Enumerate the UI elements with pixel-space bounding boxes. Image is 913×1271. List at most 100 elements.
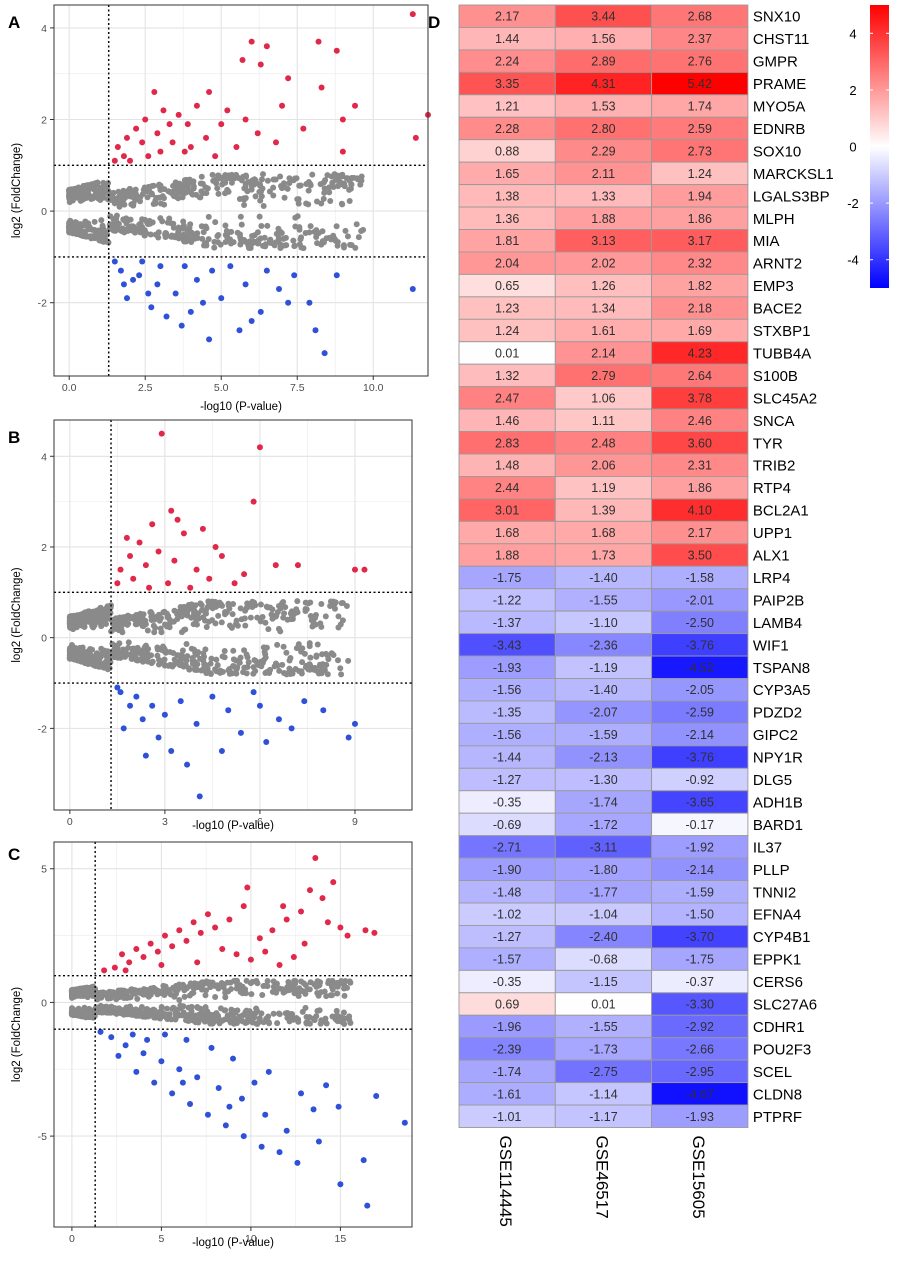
- heatmap-cell-label: 2.48: [591, 436, 615, 450]
- non-significant-point: [197, 180, 204, 187]
- downregulated-point: [215, 1084, 222, 1091]
- downregulated-point: [129, 1031, 136, 1038]
- heatmap-cell-label: -0.17: [686, 818, 715, 832]
- heatmap-cell-label: 1.23: [495, 302, 519, 316]
- upregulated-point: [262, 948, 269, 955]
- non-significant-point: [265, 1013, 272, 1020]
- non-significant-point: [200, 229, 207, 236]
- gene-label: NPY1R: [753, 750, 803, 767]
- downregulated-point: [144, 1036, 151, 1043]
- non-significant-point: [119, 629, 126, 636]
- x-tick-label: 5: [158, 1233, 164, 1245]
- y-tick-label: 2: [41, 115, 47, 127]
- downregulated-point: [194, 1074, 201, 1081]
- heatmap-cell-label: -0.37: [686, 975, 715, 989]
- non-significant-point: [334, 657, 341, 664]
- non-significant-point: [345, 657, 352, 664]
- non-significant-point: [114, 648, 121, 655]
- heatmap-cell-label: -2.05: [686, 683, 715, 697]
- gene-label: SNX10: [753, 9, 801, 26]
- heatmap-cell-label: -1.50: [686, 908, 715, 922]
- upregulated-point: [412, 134, 419, 141]
- non-significant-point: [332, 237, 339, 244]
- non-significant-point: [241, 201, 248, 208]
- non-significant-point: [257, 182, 264, 189]
- x-tick-label: 0.0: [62, 382, 77, 394]
- non-significant-point: [307, 654, 314, 661]
- heatmap-cell-label: 1.94: [688, 189, 712, 203]
- non-significant-point: [130, 200, 137, 207]
- heatmap-cell-label: 1.24: [495, 324, 519, 338]
- non-significant-point: [294, 598, 301, 605]
- non-significant-point: [346, 197, 353, 204]
- non-significant-point: [202, 661, 209, 668]
- non-significant-point: [66, 226, 73, 233]
- gene-label: MLPH: [753, 211, 795, 228]
- heatmap-cell-label: 1.56: [591, 32, 615, 46]
- heatmap-cell-label: -1.48: [493, 885, 522, 899]
- non-significant-point: [108, 649, 115, 656]
- downregulated-point: [111, 258, 118, 265]
- heatmap-cell-label: -3.65: [686, 795, 715, 809]
- non-significant-point: [172, 1016, 179, 1023]
- upregulated-point: [330, 879, 337, 886]
- non-significant-point: [203, 623, 210, 630]
- heatmap-cell-label: -4.52: [686, 661, 715, 675]
- non-significant-point: [68, 988, 75, 995]
- non-significant-point: [195, 1019, 202, 1026]
- non-significant-point: [75, 1005, 82, 1012]
- non-significant-point: [137, 229, 144, 236]
- downregulated-point: [204, 1111, 211, 1118]
- gene-label: SOX10: [753, 143, 801, 160]
- non-significant-point: [330, 184, 337, 191]
- non-significant-point: [191, 665, 198, 672]
- non-significant-point: [88, 183, 95, 190]
- downregulated-point: [258, 1143, 265, 1150]
- non-significant-point: [100, 1007, 107, 1014]
- non-significant-point: [104, 661, 111, 668]
- non-significant-point: [224, 230, 231, 237]
- non-significant-point: [211, 238, 218, 245]
- non-significant-point: [300, 245, 307, 252]
- non-significant-point: [342, 227, 349, 234]
- non-significant-point: [225, 988, 232, 995]
- non-significant-point: [251, 657, 258, 664]
- heatmap-cell-label: 1.53: [591, 100, 615, 114]
- heatmap-cell-label: 1.36: [495, 212, 519, 226]
- non-significant-point: [256, 1015, 263, 1022]
- non-significant-point: [163, 1005, 170, 1012]
- downregulated-point: [178, 322, 185, 329]
- non-significant-point: [242, 986, 249, 993]
- non-significant-point: [257, 601, 264, 608]
- upregulated-point: [301, 940, 308, 947]
- gene-label: BACE2: [753, 301, 802, 318]
- non-significant-point: [162, 986, 169, 993]
- non-significant-point: [258, 1010, 265, 1017]
- downregulated-point: [227, 263, 234, 270]
- heatmap-cell-label: 1.26: [591, 279, 615, 293]
- downregulated-point: [237, 729, 244, 736]
- non-significant-point: [130, 650, 137, 657]
- non-significant-point: [254, 614, 261, 621]
- upregulated-point: [212, 543, 219, 550]
- non-significant-point: [239, 1018, 246, 1025]
- downregulated-point: [251, 1079, 258, 1086]
- upregulated-point: [158, 961, 165, 968]
- non-significant-point: [134, 995, 141, 1002]
- non-significant-point: [299, 659, 306, 666]
- non-significant-point: [302, 990, 309, 997]
- upregulated-point: [157, 148, 164, 155]
- y-tick-label: 5: [41, 864, 47, 876]
- non-significant-point: [209, 171, 216, 178]
- downregulated-point: [250, 689, 257, 696]
- non-significant-point: [248, 991, 255, 998]
- non-significant-point: [330, 651, 337, 658]
- non-significant-point: [321, 185, 328, 192]
- non-significant-point: [276, 985, 283, 992]
- non-significant-point: [314, 1007, 321, 1014]
- upregulated-point: [256, 935, 263, 942]
- heatmap-cell-label: 3.60: [688, 436, 712, 450]
- upregulated-point: [111, 964, 118, 971]
- non-significant-point: [170, 618, 177, 625]
- non-significant-point: [92, 180, 99, 187]
